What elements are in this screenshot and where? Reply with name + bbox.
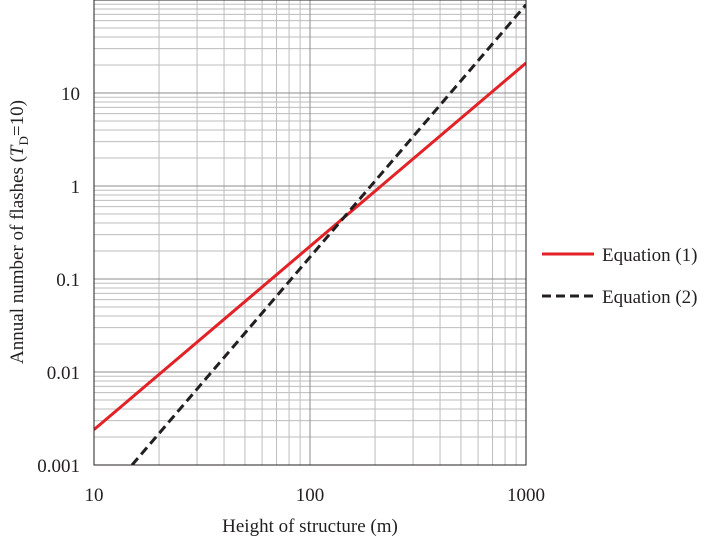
x-tick-label: 1000 — [507, 485, 545, 506]
y-tick-label: 0.1 — [56, 270, 80, 291]
legend-label-equation-1: Equation (1) — [602, 245, 698, 266]
y-axis-title: Annual number of flashes (TD=10) — [7, 100, 31, 364]
y-tick-label: 1 — [71, 177, 81, 198]
x-axis-title: Height of structure (m) — [222, 516, 398, 537]
y-tick-label: 0.01 — [47, 363, 80, 384]
x-tick-label: 100 — [296, 485, 325, 506]
y-tick-labels: 0.001 0.01 0.1 1 10 — [37, 84, 80, 477]
plot-frame — [93, 0, 527, 466]
x-tick-labels: 10 100 1000 — [85, 485, 546, 506]
legend-label-equation-2: Equation (2) — [602, 287, 698, 308]
series-line-equation-1 — [94, 61, 526, 431]
series-line-equation-2 — [130, 3, 526, 465]
y-tick-label: 0.001 — [37, 456, 80, 477]
legend: Equation (1) Equation (2) — [542, 245, 698, 308]
series-layer — [94, 3, 526, 465]
x-tick-label: 10 — [85, 485, 104, 506]
y-tick-label: 10 — [61, 84, 80, 105]
